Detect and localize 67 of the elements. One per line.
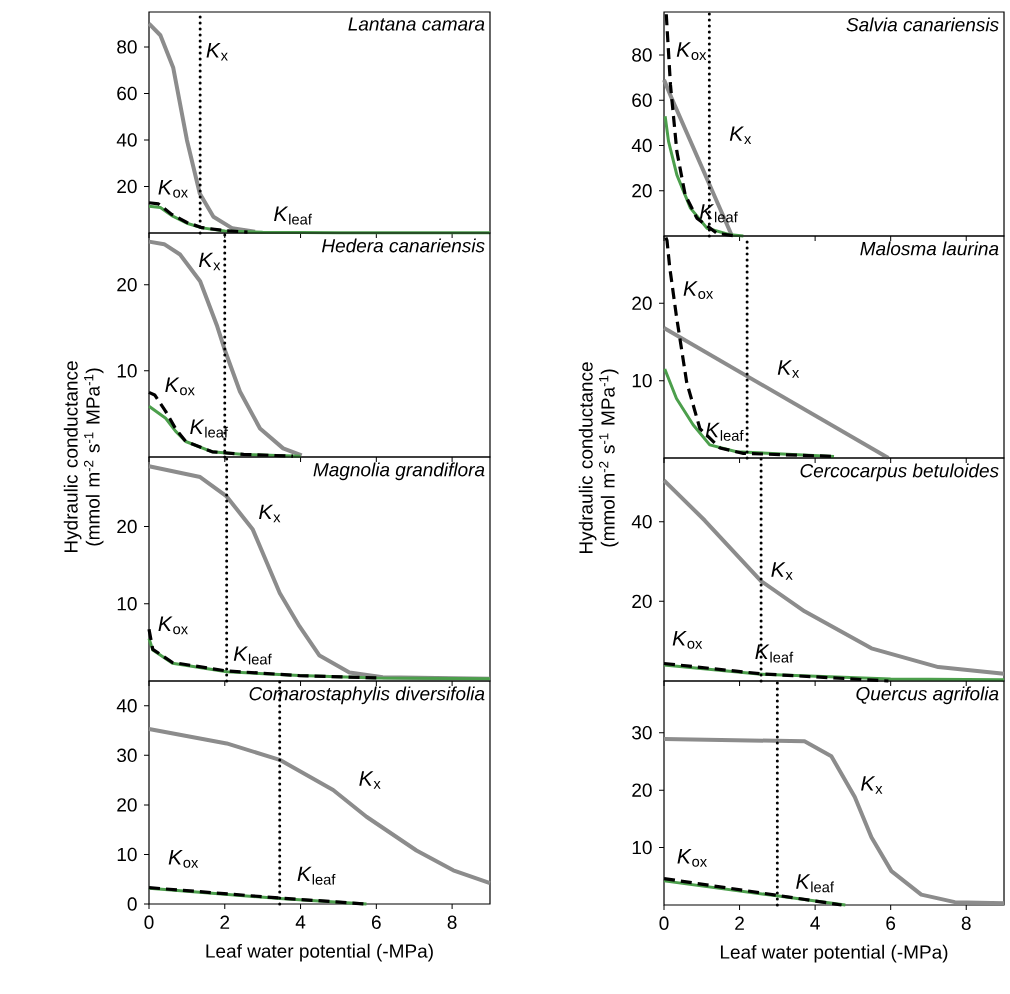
y-tick-label: 20	[632, 594, 652, 609]
x-tick-label: 2	[735, 916, 744, 930]
series-label: K$_{x}$	[359, 771, 381, 789]
y-tick-label: 40	[631, 138, 652, 153]
y-tick-label: 40	[116, 133, 137, 147]
series-label: K$_{ox}$	[672, 631, 703, 649]
x-tick-label: 0	[144, 915, 154, 929]
y-tick-label: 20	[632, 296, 652, 311]
x-tick-label: 8	[447, 915, 457, 929]
chart-title: Cercocarpus betuloides	[800, 463, 999, 482]
legend-label: K$_{ox}$	[158, 616, 188, 635]
legend-label: K$_{ox}$	[683, 281, 714, 300]
y-tick-label: 40	[116, 699, 137, 713]
chart-title: Magnolia grandiflora	[313, 462, 485, 481]
series-label: K$_{x}$	[777, 360, 800, 378]
y-tick-label: 10	[117, 364, 137, 378]
legend-label: K$_{ox}$	[168, 850, 199, 868]
series-label: K$_{x}$	[861, 776, 883, 794]
y-tick-label: 20	[632, 184, 652, 198]
y-tick-label: 60	[632, 93, 652, 107]
legend-label: K$_{ox}$	[676, 42, 707, 61]
x-tick-label: 6	[886, 916, 896, 930]
series-label: K$_{x}$	[259, 504, 281, 523]
legend-label: K$_{ox}$	[677, 849, 707, 867]
chart-title: Hedera canariensis	[321, 238, 485, 253]
y-tick-label: 20	[117, 798, 137, 812]
y-tick-label: 20	[632, 783, 652, 797]
chart-title: Lantana camara	[348, 17, 485, 31]
y-tick-label: 30	[632, 725, 652, 740]
y-tick-label: 10	[117, 597, 137, 611]
x-tick-label: 4	[295, 915, 306, 929]
legend-label: K$_{ox}$	[158, 179, 188, 198]
y-tick-label: 10	[632, 840, 652, 855]
y-tick-label: 60	[117, 86, 137, 101]
series-label: K$_{leaf}$	[274, 206, 312, 225]
y-tick-label: 20	[117, 519, 137, 534]
chart-title: Comarostaphylis diversifolia	[249, 686, 485, 705]
series-label: K$_{leaf}$	[796, 874, 834, 893]
x-tick-label: 2	[220, 915, 230, 929]
y-tick-label: 10	[117, 847, 137, 862]
y-tick-label: 30	[117, 748, 137, 763]
x-tick-label: 6	[372, 915, 381, 929]
series-label: K$_{leaf}$	[705, 422, 744, 441]
y-tick-label: 10	[632, 373, 652, 388]
x-axis-title: Leaf water potential (-MPa)	[206, 943, 433, 962]
y-tick-label: 40	[631, 514, 652, 529]
chart-title: Malosma laurina	[860, 241, 999, 256]
chart-title: Salvia canariensis	[846, 17, 999, 32]
y-tick-label: 0	[127, 897, 137, 911]
series-label: K$_{leaf}$	[233, 646, 272, 665]
x-tick-label: 4	[810, 916, 820, 930]
series-label: K$_{x}$	[199, 252, 221, 271]
series-label: K$_{leaf}$	[190, 419, 229, 438]
series-label: K$_{leaf}$	[297, 866, 336, 885]
series-label: K$_{leaf}$	[699, 204, 738, 223]
y-tick-label: 80	[117, 40, 137, 54]
series-label: K$_{x}$	[206, 43, 228, 61]
x-axis-title: Leaf water potential (-MPa)	[720, 944, 948, 963]
legend-label: K$_{ox}$	[165, 377, 195, 396]
y-tick-label: 80	[632, 48, 652, 62]
y-tick-label: 20	[117, 277, 137, 292]
series-label: K$_{x}$	[729, 126, 752, 144]
series-label: K$_{x}$	[771, 562, 793, 580]
x-tick-label: 0	[659, 916, 669, 930]
x-tick-label: 8	[961, 916, 971, 930]
y-tick-label: 20	[117, 179, 137, 194]
chart-title: Quercus agrifolia	[856, 686, 999, 705]
